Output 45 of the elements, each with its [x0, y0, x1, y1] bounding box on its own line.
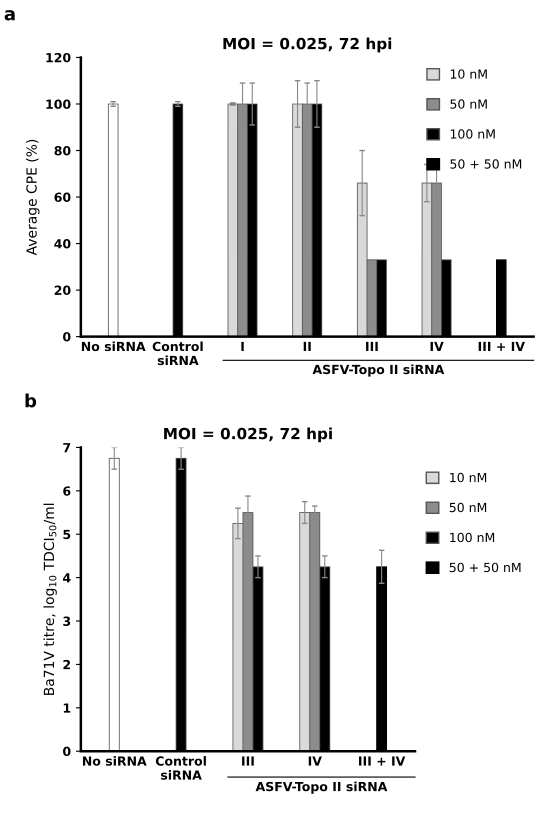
legend-label: 10 nM — [450, 472, 486, 482]
y-tick-label: 80 — [54, 146, 71, 156]
text: a — [4, 10, 15, 20]
y-tick-label: 100 — [46, 99, 71, 109]
y-tick-label: 2 — [63, 660, 70, 670]
y-tick-label: 60 — [54, 192, 71, 202]
legend-label: 50 + 50 nM — [450, 159, 522, 169]
legend-label: 50 nM — [450, 502, 486, 512]
x-tick-label: III + IV — [478, 342, 525, 351]
chart-title: MOI = 0.025, 72 hpi — [164, 428, 332, 442]
bar — [108, 458, 120, 752]
x-tick-label: IV — [308, 756, 322, 766]
x-tick-label: III — [242, 756, 254, 766]
text: b — [26, 394, 36, 408]
x-tick-label: II — [304, 342, 311, 351]
x-tick-label: Control siRNA — [156, 756, 206, 780]
legend-label: 10 nM — [450, 69, 487, 79]
x-tick-label: IV — [430, 342, 444, 351]
y-axis-title: Average CPE (%) — [26, 140, 40, 256]
y-tick-label: 20 — [54, 286, 71, 296]
text: ASFV-Topo II siRNA — [312, 364, 444, 377]
y-tick-label: 1 — [64, 703, 70, 713]
bar — [108, 104, 118, 337]
x-tick-label: Control siRNA — [152, 341, 203, 366]
x-tick-label: III + IV — [359, 756, 406, 766]
legend-label: 50 + 50 nM — [450, 562, 520, 572]
y-tick-label: 120 — [46, 52, 71, 62]
x-tick-label: I — [241, 342, 244, 351]
text: ASFV-Topo II siRNA — [256, 782, 388, 794]
legend-label: 50 nM — [450, 99, 487, 109]
y-tick-label: 5 — [63, 530, 70, 540]
y-tick-label: 40 — [54, 239, 71, 248]
y-tick-label: 7 — [63, 443, 70, 452]
chart-title: MOI = 0.025, 72 hpi — [223, 38, 392, 52]
x-tick-label: III — [366, 342, 378, 351]
y-axis-title: Ba71V titre, log$_{10}$ TDCI$_{50}$/ml — [43, 504, 57, 695]
x-tick-label: No siRNA — [82, 341, 146, 352]
y-tick-label: 0 — [63, 332, 71, 342]
x-tick-label: No siRNA — [82, 756, 147, 766]
y-tick-label: 0 — [63, 746, 71, 756]
legend-label: 100 nM — [450, 532, 494, 542]
y-tick-label: 6 — [63, 486, 70, 496]
y-tick-label: 4 — [62, 573, 71, 582]
y-tick-label: 3 — [63, 616, 70, 626]
legend-label: 100 nM — [450, 129, 495, 139]
